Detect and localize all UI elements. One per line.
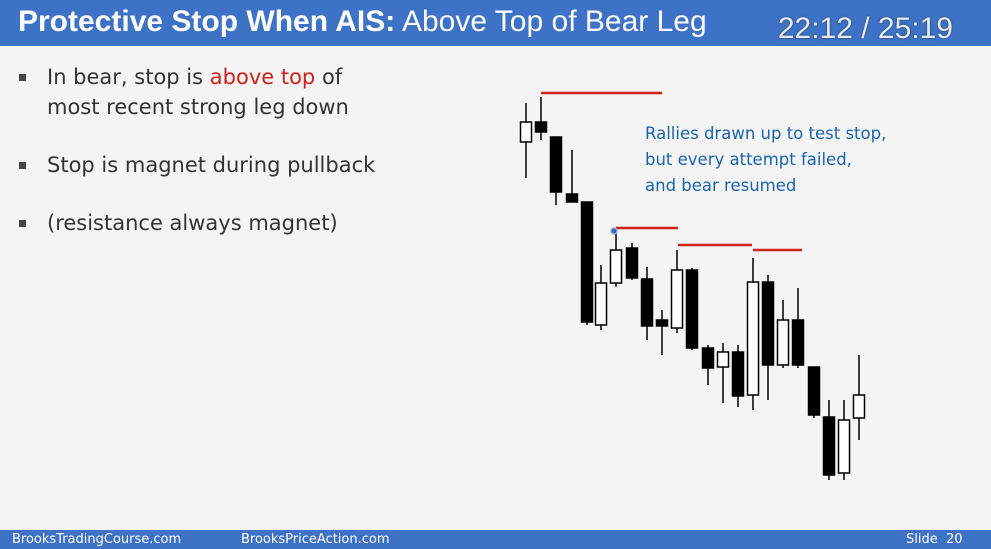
candle-body xyxy=(807,366,821,416)
bullet: In bear, stop is above top of most recen… xyxy=(18,62,398,122)
text: In bear, stop is xyxy=(47,65,204,89)
candle-body xyxy=(594,282,608,326)
candle-body xyxy=(580,201,594,323)
annotation-line: Rallies drawn up to test stop, xyxy=(645,124,887,143)
annotation-line: but every attempt failed, xyxy=(645,150,852,169)
candle-body xyxy=(519,121,533,143)
title: Protective Stop When AIS: Above Top of B… xyxy=(18,5,707,39)
text: Stop is magnet during pullback xyxy=(47,153,376,177)
footer-bar: BrooksTradingCourse.com BrooksPriceActio… xyxy=(0,530,991,549)
text: of most recent strong leg down xyxy=(47,65,349,119)
candle-body xyxy=(625,247,639,279)
footer-link: BrooksPriceAction.com xyxy=(241,532,390,547)
header-bar: Protective Stop When AIS: Above Top of B… xyxy=(0,0,991,46)
title-bold: Protective Stop When AIS: xyxy=(18,5,396,38)
candle-body xyxy=(670,269,684,329)
candle-body xyxy=(685,269,699,349)
candle-body xyxy=(852,394,866,419)
video-timestamp: 22:12 / 25:19 xyxy=(777,12,953,45)
candle-body xyxy=(565,193,579,203)
bullet-list: In bear, stop is above top of most recen… xyxy=(18,62,398,266)
candle-body xyxy=(716,351,730,368)
candle-body xyxy=(746,281,760,396)
candle-body xyxy=(731,351,745,397)
annotation: Rallies drawn up to test stop, but every… xyxy=(645,121,886,199)
title-rest: Above Top of Bear Leg xyxy=(401,5,707,38)
candle-body xyxy=(837,419,851,474)
bullet: (resistance always magnet) xyxy=(18,208,398,238)
slide-number: Slide 20 xyxy=(906,532,963,547)
candle-body xyxy=(549,136,563,193)
candle-body xyxy=(822,416,836,476)
candle-body xyxy=(609,249,623,284)
text: (resistance always magnet) xyxy=(47,211,338,235)
footer-link: BrooksTradingCourse.com xyxy=(12,532,182,547)
candle-body xyxy=(701,347,715,369)
candle-body xyxy=(791,319,805,366)
cursor xyxy=(610,227,618,235)
candle-body xyxy=(534,121,548,133)
highlight: above top xyxy=(209,65,316,89)
bullet: Stop is magnet during pullback xyxy=(18,150,398,180)
candle-body xyxy=(776,319,790,366)
candle-body xyxy=(761,281,775,366)
candle-body xyxy=(655,319,669,327)
candle-body xyxy=(640,278,654,327)
annotation-line: and bear resumed xyxy=(645,176,797,195)
